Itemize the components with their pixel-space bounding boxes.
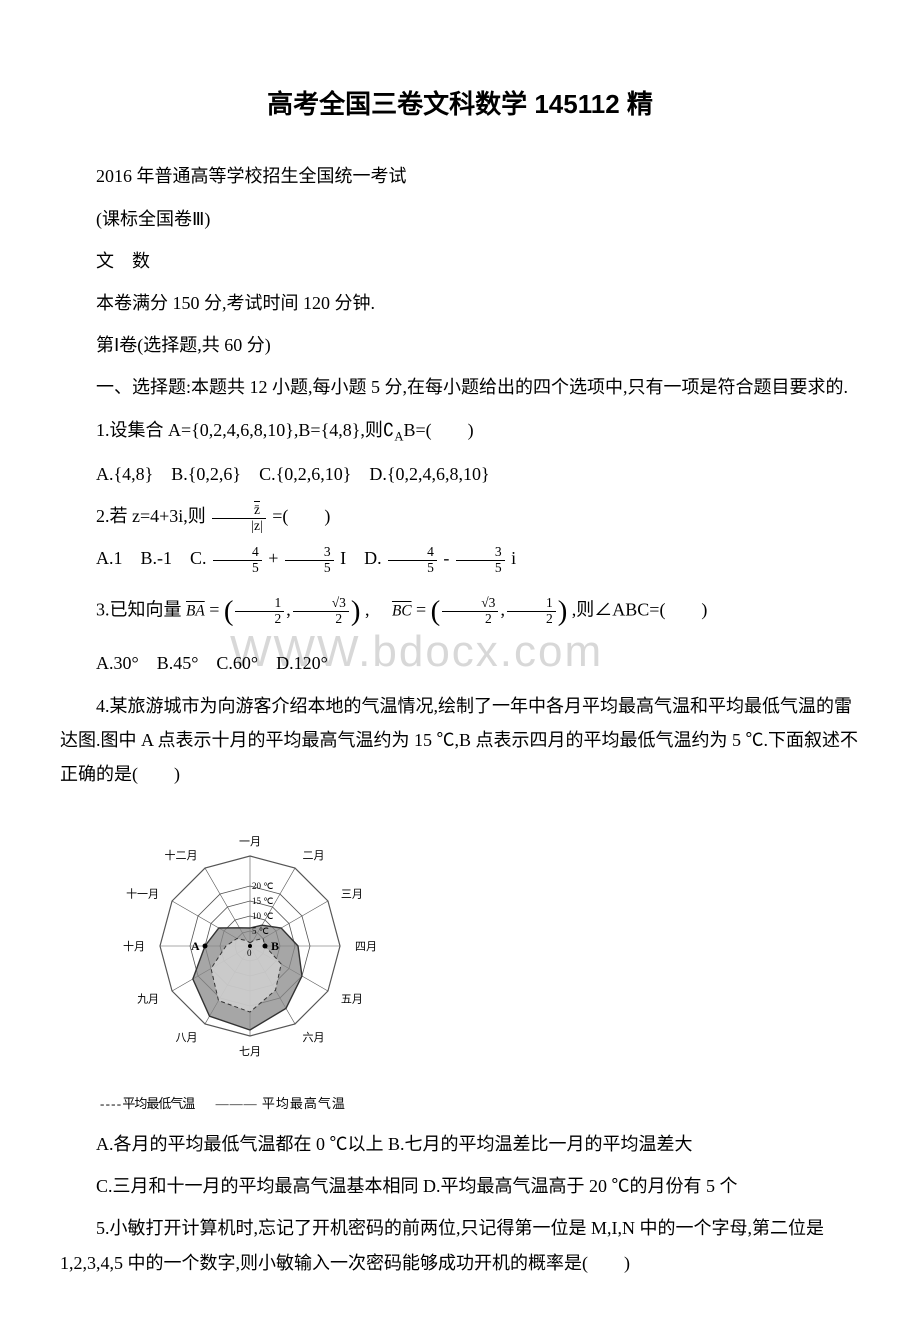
- svg-text:三月: 三月: [341, 889, 363, 901]
- radar-chart: 5 ℃ 10 ℃ 15 ℃ 20 ℃ 0 一月二月三月四月五月六月七月 八月 九月 十月 十一月 十…: [100, 806, 860, 1087]
- question-2-options: A.1 B.-1 C. 45 + 35 I D. 45 - 35 i: [60, 541, 860, 575]
- question-3: 3.已知向量 BA = (12,√32) , BC = (√32,12) ,则∠…: [60, 584, 860, 639]
- frac-3-5-b: 35: [456, 545, 505, 576]
- instructions: 一、选择题:本题共 12 小题,每小题 5 分,在每小题给出的四个选项中,只有一…: [60, 370, 860, 404]
- q2-opt-a: A.1 B.-1 C.: [96, 548, 211, 568]
- svg-text:0: 0: [247, 948, 252, 958]
- frac-4-5-a: 45: [213, 545, 262, 576]
- svg-text:5 ℃: 5 ℃: [252, 926, 269, 936]
- question-4-options-line2: C.三月和十一月的平均最高气温基本相同 D.平均最高气温高于 20 ℃的月份有 …: [60, 1169, 860, 1203]
- svg-text:20 ℃: 20 ℃: [252, 881, 273, 891]
- svg-text:二月: 二月: [303, 850, 325, 862]
- question-2: 2.若 z=4+3i,则 z̄ |z| =( ): [60, 499, 860, 533]
- svg-text:一月: 一月: [239, 836, 261, 848]
- svg-text:四月: 四月: [355, 941, 377, 953]
- subject-label: 文 数: [60, 244, 860, 278]
- q2-opt-d: -: [443, 548, 454, 568]
- q3-eq1: =: [209, 599, 224, 619]
- q2-opt-c: I D.: [340, 548, 386, 568]
- svg-text:九月: 九月: [137, 993, 159, 1006]
- svg-text:八月: 八月: [176, 1032, 198, 1044]
- vec-BA: BA: [186, 602, 205, 619]
- svg-text:十月: 十月: [123, 939, 145, 953]
- section-1-heading: 第Ⅰ卷(选择题,共 60 分): [60, 328, 860, 362]
- q2-pre: 2.若 z=4+3i,则: [96, 506, 210, 526]
- question-4: 4.某旅游城市为向游客介绍本地的气温情况,绘制了一年中各月平均最高气温和平均最低…: [60, 689, 860, 792]
- svg-text:六月: 六月: [303, 1031, 325, 1044]
- lparen-2: (: [431, 595, 441, 627]
- q2-post: =( ): [272, 506, 330, 526]
- svg-text:A: A: [191, 939, 200, 953]
- svg-text:15 ℃: 15 ℃: [252, 896, 273, 906]
- frac-4-5-b: 45: [388, 545, 437, 576]
- frac-3-5-a: 35: [285, 545, 334, 576]
- exam-year-line: 2016 年普通高等学校招生全国统一考试: [60, 159, 860, 193]
- svg-text:10 ℃: 10 ℃: [252, 911, 273, 921]
- q3-post: ,则∠ABC=( ): [572, 599, 708, 619]
- q2-fraction-zbar: z̄ |z|: [212, 503, 265, 534]
- document-content: 高考全国三卷文科数学 145112 精 2016 年普通高等学校招生全国统一考试…: [60, 80, 860, 1280]
- q3-eq2: =: [416, 599, 431, 619]
- q1-stem: 1.设集合 A={0,2,4,6,8,10},B={4,8},则∁: [96, 420, 394, 440]
- question-4-options-line1: A.各月的平均最低气温都在 0 ℃以上 B.七月的平均温差比一月的平均温差大: [60, 1127, 860, 1161]
- svg-text:五月: 五月: [341, 994, 363, 1006]
- frac-1-2-a: 12: [235, 596, 284, 627]
- frac-s3-2-b: √32: [442, 596, 498, 627]
- page-title: 高考全国三卷文科数学 145112 精: [60, 80, 860, 129]
- question-3-options: A.30° B.45° C.60° D.120°: [60, 646, 860, 680]
- q1-tail: B=( ): [403, 420, 473, 440]
- zbar-num: z̄: [254, 502, 260, 517]
- q3-mid: ,: [365, 599, 388, 619]
- rparen-1: ): [351, 595, 361, 627]
- exam-edition: (课标全国卷Ⅲ): [60, 202, 860, 236]
- svg-text:B: B: [271, 939, 279, 953]
- frac-s3-2-a: √32: [293, 596, 349, 627]
- question-1: 1.设集合 A={0,2,4,6,8,10},B={4,8},则∁AB=( ): [60, 413, 860, 450]
- legend-low: - - - - 平均最低气温: [100, 1096, 194, 1111]
- svg-text:十一月: 十一月: [126, 887, 159, 901]
- frac-1-2-b: 12: [507, 596, 556, 627]
- svg-text:十二月: 十二月: [165, 848, 198, 862]
- q2-opt-b: +: [268, 548, 283, 568]
- question-1-options: A.{4,8} B.{0,2,6} C.{0,2,6,10} D.{0,2,4,…: [60, 457, 860, 491]
- radar-legend: - - - - 平均最低气温 ——— 平均最高气温: [100, 1092, 860, 1117]
- zabs-den: |z|: [212, 519, 265, 534]
- q3-pre: 3.已知向量: [96, 599, 186, 619]
- svg-text:七月: 七月: [239, 1045, 261, 1058]
- rparen-2: ): [558, 595, 568, 627]
- vec-BC: BC: [392, 602, 412, 619]
- q2-opt-e: i: [511, 548, 516, 568]
- score-time: 本卷满分 150 分,考试时间 120 分钟.: [60, 286, 860, 320]
- legend-high: ——— 平均最高气温: [216, 1096, 346, 1111]
- lparen-1: (: [224, 595, 234, 627]
- question-5: 5.小敏打开计算机时,忘记了开机密码的前两位,只记得第一位是 M,I,N 中的一…: [60, 1211, 860, 1279]
